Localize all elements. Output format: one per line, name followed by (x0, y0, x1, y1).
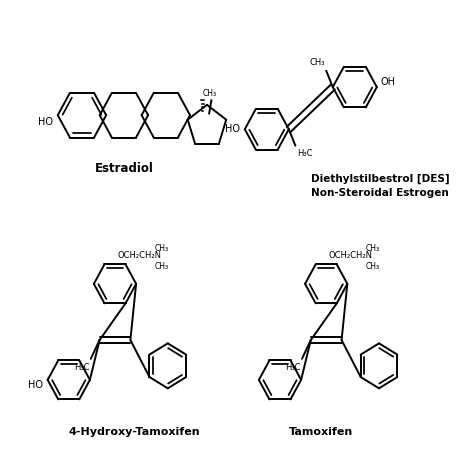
Text: Diethylstilbestrol [DES]: Diethylstilbestrol [DES] (311, 174, 449, 184)
Text: OCH₂CH₂N: OCH₂CH₂N (328, 251, 373, 260)
Text: CH₃: CH₃ (366, 244, 380, 253)
Text: Tamoxifen: Tamoxifen (289, 427, 353, 437)
Text: Estradiol: Estradiol (94, 162, 153, 175)
Text: 4-Hydroxy-Tamoxifen: 4-Hydroxy-Tamoxifen (69, 427, 201, 437)
Text: H₃C: H₃C (74, 363, 90, 372)
Text: CH₃: CH₃ (155, 244, 169, 253)
Text: HO: HO (37, 117, 53, 127)
Text: HO: HO (226, 124, 240, 134)
Text: CH₃: CH₃ (155, 262, 169, 271)
Text: HO: HO (28, 380, 43, 390)
Text: CH₃: CH₃ (202, 89, 217, 98)
Text: OCH₂CH₂N: OCH₂CH₂N (117, 251, 161, 260)
Text: H₃C: H₃C (285, 363, 301, 372)
Text: CH₃: CH₃ (310, 58, 325, 67)
Text: OH: OH (380, 77, 395, 87)
Text: H₃C: H₃C (297, 149, 312, 158)
Text: CH₃: CH₃ (366, 262, 380, 271)
Text: Non-Steroidal Estrogen: Non-Steroidal Estrogen (311, 188, 448, 198)
